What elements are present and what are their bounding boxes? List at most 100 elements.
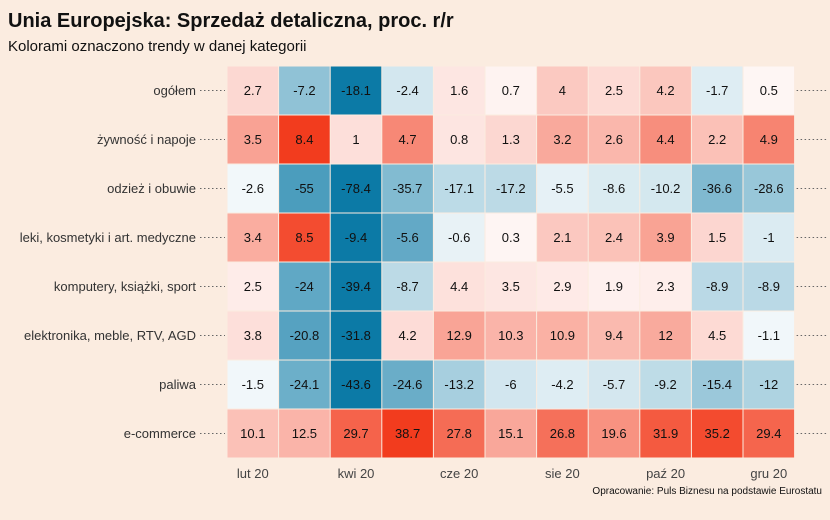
cell-value-label: 0.5 bbox=[760, 83, 778, 98]
heatmap-cell bbox=[279, 115, 330, 164]
cell-value-label: 3.5 bbox=[502, 279, 520, 294]
heatmap-cell bbox=[485, 213, 537, 262]
cell-value-label: -39.4 bbox=[341, 279, 371, 294]
heatmap-cell bbox=[537, 311, 588, 360]
cell-value-label: 12.9 bbox=[447, 328, 472, 343]
cell-value-label: -13.2 bbox=[444, 377, 474, 392]
row-label: leki, kosmetyki i art. medyczne bbox=[20, 230, 196, 245]
heatmap-cell bbox=[743, 213, 795, 262]
cell-value-label: 2.2 bbox=[708, 132, 726, 147]
row-label: paliwa bbox=[159, 377, 197, 392]
heatmap-cell bbox=[537, 164, 588, 213]
heatmap-cell bbox=[227, 311, 279, 360]
cell-value-label: 2.9 bbox=[553, 279, 571, 294]
cell-value-label: -5.5 bbox=[551, 181, 573, 196]
heatmap-cell bbox=[640, 360, 691, 409]
heatmap-cell bbox=[433, 213, 485, 262]
cell-value-label: 2.6 bbox=[605, 132, 623, 147]
cell-value-label: 4.9 bbox=[760, 132, 778, 147]
cell-value-label: 4.5 bbox=[708, 328, 726, 343]
cell-value-label: 3.5 bbox=[244, 132, 262, 147]
heatmap-cell bbox=[382, 213, 433, 262]
cell-value-label: -24.6 bbox=[393, 377, 423, 392]
cell-value-label: 12.5 bbox=[292, 426, 317, 441]
heatmap-cell bbox=[279, 409, 330, 458]
heatmap-cell bbox=[691, 213, 743, 262]
cell-value-label: -1.7 bbox=[706, 83, 728, 98]
row-label: odzież i obuwie bbox=[107, 181, 196, 196]
x-tick-label: sie 20 bbox=[545, 466, 580, 481]
heatmap-cell bbox=[382, 409, 433, 458]
row-label: e-commerce bbox=[124, 426, 196, 441]
heatmap-cell bbox=[227, 360, 279, 409]
heatmap-cell bbox=[640, 262, 691, 311]
cell-value-label: -1 bbox=[763, 230, 775, 245]
source-note: Opracowanie: Puls Biznesu na podstawie E… bbox=[592, 486, 822, 497]
heatmap-cell bbox=[330, 311, 382, 360]
heatmap-cell bbox=[640, 164, 691, 213]
heatmap-cell bbox=[691, 115, 743, 164]
cell-value-label: 3.9 bbox=[657, 230, 675, 245]
chart-subtitle: Kolorami oznaczono trendy w danej katego… bbox=[8, 38, 307, 55]
cell-value-label: 4.4 bbox=[450, 279, 468, 294]
cell-value-label: 27.8 bbox=[447, 426, 472, 441]
heatmap-cell bbox=[588, 311, 640, 360]
cell-value-label: 1.6 bbox=[450, 83, 468, 98]
heatmap-cell bbox=[691, 164, 743, 213]
heatmap-cell bbox=[382, 164, 433, 213]
cell-value-label: 2.1 bbox=[553, 230, 571, 245]
heatmap-cell bbox=[330, 409, 382, 458]
cell-value-label: -28.6 bbox=[754, 181, 784, 196]
heatmap-cell bbox=[588, 409, 640, 458]
row-label: ogółem bbox=[153, 83, 196, 98]
cell-value-label: 2.4 bbox=[605, 230, 623, 245]
heatmap-cell bbox=[588, 360, 640, 409]
heatmap-cell bbox=[588, 262, 640, 311]
x-tick-label: kwi 20 bbox=[338, 466, 375, 481]
heatmap-cell bbox=[382, 115, 433, 164]
cell-value-label: -17.1 bbox=[444, 181, 474, 196]
cell-value-label: 29.4 bbox=[756, 426, 781, 441]
heatmap-cell bbox=[382, 360, 433, 409]
cell-value-label: -15.4 bbox=[702, 377, 732, 392]
heatmap-cell bbox=[279, 311, 330, 360]
cell-value-label: 1 bbox=[352, 132, 359, 147]
x-tick-label: lut 20 bbox=[237, 466, 269, 481]
cell-value-label: 2.5 bbox=[605, 83, 623, 98]
cell-value-label: -17.2 bbox=[496, 181, 526, 196]
heatmap-cell bbox=[640, 213, 691, 262]
heatmap-cell bbox=[433, 360, 485, 409]
cell-value-label: -9.2 bbox=[654, 377, 676, 392]
cell-value-label: 1.3 bbox=[502, 132, 520, 147]
heatmap-cell bbox=[330, 213, 382, 262]
cell-value-label: 35.2 bbox=[705, 426, 730, 441]
heatmap-cell bbox=[227, 262, 279, 311]
heatmap-cell bbox=[433, 409, 485, 458]
cell-value-label: -1.1 bbox=[758, 328, 780, 343]
heatmap-cell bbox=[588, 115, 640, 164]
cell-value-label: -2.6 bbox=[242, 181, 264, 196]
cell-value-label: 1.5 bbox=[708, 230, 726, 245]
cell-value-label: 4.2 bbox=[657, 83, 675, 98]
heatmap-cell bbox=[743, 66, 795, 115]
cell-value-label: 10.9 bbox=[550, 328, 575, 343]
heatmap-cell bbox=[640, 409, 691, 458]
heatmap-cell bbox=[743, 164, 795, 213]
cell-value-label: 3.8 bbox=[244, 328, 262, 343]
cell-value-label: -43.6 bbox=[341, 377, 371, 392]
cell-value-label: 2.5 bbox=[244, 279, 262, 294]
heatmap-cell bbox=[537, 115, 588, 164]
x-tick-label: paź 20 bbox=[646, 466, 685, 481]
heatmap-cell bbox=[743, 115, 795, 164]
heatmap-cell bbox=[279, 360, 330, 409]
cell-value-label: -55 bbox=[295, 181, 314, 196]
heatmap-cell bbox=[485, 360, 537, 409]
cell-value-label: -8.9 bbox=[706, 279, 728, 294]
cell-value-label: 3.4 bbox=[244, 230, 262, 245]
heatmap-cell bbox=[485, 262, 537, 311]
heatmap-cell bbox=[588, 66, 640, 115]
cell-value-label: -24 bbox=[295, 279, 314, 294]
cell-value-label: -8.9 bbox=[758, 279, 780, 294]
cell-value-label: 31.9 bbox=[653, 426, 678, 441]
